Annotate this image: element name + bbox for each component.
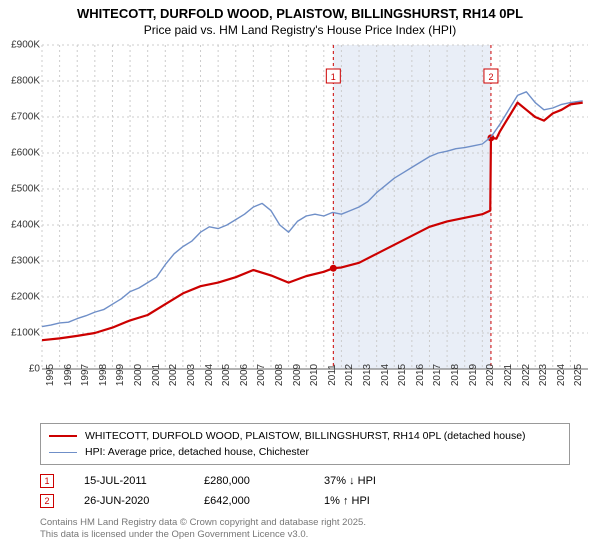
x-tick-label: 1996 [63, 364, 74, 386]
x-tick-label: 1999 [115, 364, 126, 386]
x-tick-label: 2001 [151, 364, 162, 386]
x-tick-label: 2005 [221, 364, 232, 386]
sale-delta-vs-hpi: 1% ↑ HPI [324, 495, 444, 507]
x-tick-label: 2002 [168, 364, 179, 386]
x-tick-label: 2016 [415, 364, 426, 386]
x-tick-label: 2022 [521, 364, 532, 386]
marker-badge: 2 [40, 494, 54, 508]
sale-price: £280,000 [204, 475, 324, 487]
x-tick-label: 2011 [327, 364, 338, 386]
x-tick-label: 2006 [239, 364, 250, 386]
x-tick-label: 2020 [485, 364, 496, 386]
x-tick-label: 1997 [80, 364, 91, 386]
x-tick-label: 2013 [362, 364, 373, 386]
y-tick-label: £300K [0, 256, 40, 267]
y-tick-label: £800K [0, 76, 40, 87]
footer-line1: Contains HM Land Registry data © Crown c… [40, 517, 570, 529]
x-tick-label: 2018 [450, 364, 461, 386]
y-tick-label: £600K [0, 148, 40, 159]
x-tick-label: 2012 [344, 364, 355, 386]
x-tick-label: 2007 [256, 364, 267, 386]
chart-container: WHITECOTT, DURFOLD WOOD, PLAISTOW, BILLI… [0, 0, 600, 560]
y-tick-label: £200K [0, 292, 40, 303]
x-tick-label: 2000 [133, 364, 144, 386]
sale-event-row: 2 26-JUN-2020£642,0001% ↑ HPI [40, 491, 570, 511]
y-tick-label: £500K [0, 184, 40, 195]
x-tick-label: 2021 [503, 364, 514, 386]
sale-price: £642,000 [204, 495, 324, 507]
x-tick-label: 2025 [573, 364, 584, 386]
x-tick-label: 2003 [186, 364, 197, 386]
x-tick-label: 2024 [556, 364, 567, 386]
legend-swatch [49, 452, 77, 453]
svg-text:2: 2 [488, 72, 493, 82]
title-line1: WHITECOTT, DURFOLD WOOD, PLAISTOW, BILLI… [8, 6, 592, 21]
x-tick-label: 2014 [380, 364, 391, 386]
marker-badge: 1 [40, 474, 54, 488]
legend-swatch [49, 435, 77, 437]
x-tick-label: 1995 [45, 364, 56, 386]
y-tick-label: £900K [0, 40, 40, 51]
footer-attribution: Contains HM Land Registry data © Crown c… [40, 517, 570, 541]
x-tick-label: 2015 [397, 364, 408, 386]
x-tick-label: 2010 [309, 364, 320, 386]
footer-line2: This data is licensed under the Open Gov… [40, 529, 570, 541]
chart-area: 12 £0£100K£200K£300K£400K£500K£600K£700K… [0, 39, 600, 419]
x-tick-label: 2009 [292, 364, 303, 386]
title-line2: Price paid vs. HM Land Registry's House … [8, 23, 592, 37]
chart-svg: 12 [0, 39, 600, 419]
x-tick-label: 2023 [538, 364, 549, 386]
x-tick-label: 2019 [468, 364, 479, 386]
legend-label: WHITECOTT, DURFOLD WOOD, PLAISTOW, BILLI… [85, 430, 526, 442]
y-tick-label: £400K [0, 220, 40, 231]
sale-events-table: 1 15-JUL-2011£280,00037% ↓ HPI 2 26-JUN-202… [40, 471, 570, 511]
legend: WHITECOTT, DURFOLD WOOD, PLAISTOW, BILLI… [40, 423, 570, 465]
y-tick-label: £100K [0, 328, 40, 339]
legend-label: HPI: Average price, detached house, Chic… [85, 446, 309, 458]
y-tick-label: £700K [0, 112, 40, 123]
sale-delta-vs-hpi: 37% ↓ HPI [324, 475, 444, 487]
sale-date: 26-JUN-2020 [84, 495, 204, 507]
y-tick-label: £0 [0, 364, 40, 375]
sale-date: 15-JUL-2011 [84, 475, 204, 487]
x-tick-label: 2017 [432, 364, 443, 386]
legend-item: WHITECOTT, DURFOLD WOOD, PLAISTOW, BILLI… [49, 428, 561, 444]
x-tick-label: 1998 [98, 364, 109, 386]
x-tick-label: 2004 [204, 364, 215, 386]
x-tick-label: 2008 [274, 364, 285, 386]
sale-event-row: 1 15-JUL-2011£280,00037% ↓ HPI [40, 471, 570, 491]
svg-text:1: 1 [331, 72, 336, 82]
title-block: WHITECOTT, DURFOLD WOOD, PLAISTOW, BILLI… [0, 0, 600, 39]
legend-item: HPI: Average price, detached house, Chic… [49, 444, 561, 460]
